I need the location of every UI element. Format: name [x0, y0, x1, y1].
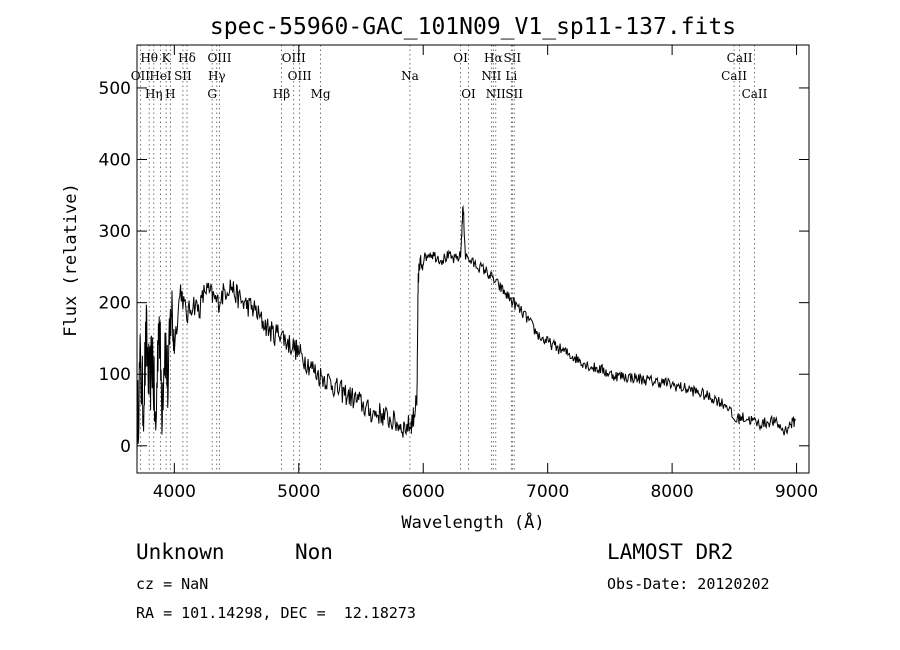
spectral-line-label: OI	[453, 51, 468, 65]
spectral-line-label: OIII	[207, 51, 231, 65]
spectral-line-label: OI	[461, 87, 476, 101]
x-tick-label: 4000	[153, 482, 196, 502]
spectral-line-label: H	[165, 87, 175, 101]
spectral-line-label: Na	[401, 69, 419, 83]
y-tick-label: 100	[99, 365, 131, 385]
spectral-line-label: CaII	[727, 51, 753, 65]
y-axis-label: Flux (relative)	[61, 183, 81, 337]
y-tick-label: 400	[99, 151, 131, 171]
x-tick-label: 7000	[526, 482, 569, 502]
spectral-line-label: HeI	[149, 69, 172, 83]
chart-title: spec-55960-GAC_101N09_V1_sp11-137.fits	[210, 14, 736, 40]
spectral-line-label: NII	[486, 87, 506, 101]
axes: 4000 5000 6000 7000 8000 9000 0 100 200 300 400 500	[99, 45, 818, 502]
spectral-line-label: SII	[174, 69, 192, 83]
x-tick-label: 6000	[402, 482, 445, 502]
y-tick-label: 500	[99, 79, 131, 99]
spectral-line-label: CaII	[742, 87, 768, 101]
spectral-line-label: OIII	[282, 51, 306, 65]
spectral-line-label: Hγ	[208, 69, 226, 83]
y-tick-label: 200	[99, 294, 131, 314]
y-tick-label: 0	[120, 437, 131, 457]
spectral-line-label: CaII	[721, 69, 747, 83]
spectral-line-label: G	[207, 87, 217, 101]
spectral-line-label: SII	[505, 87, 523, 101]
spectral-line-label: Mg	[311, 87, 331, 101]
spectral-line-label: Hη	[145, 87, 163, 101]
coordinates-readout: RA = 101.14298, DEC = 12.18273	[136, 604, 416, 622]
object-class: Unknown	[136, 540, 225, 564]
spectral-line-label: OIII	[288, 69, 312, 83]
spectral-line-label: Li	[505, 69, 517, 83]
spectrum-line	[136, 205, 796, 464]
object-subclass: Non	[295, 540, 333, 564]
spectral-line-label: OII	[131, 69, 151, 83]
spectral-line-label: Hβ	[273, 87, 290, 101]
x-tick-label: 9000	[775, 482, 818, 502]
x-axis-label: Wavelength (Å)	[401, 511, 544, 533]
survey-name: LAMOST DR2	[607, 540, 734, 564]
plot-frame	[136, 44, 810, 474]
spectral-line-label: NII	[481, 69, 501, 83]
spectral-line-label: K	[162, 51, 172, 65]
spectral-line-label: SII	[503, 51, 521, 65]
y-tick-label: 300	[99, 222, 131, 242]
x-tick-label: 5000	[277, 482, 320, 502]
obs-date: Obs-Date: 20120202	[607, 575, 770, 593]
spectral-line-label: Hθ	[140, 51, 158, 65]
redshift-readout: cz = NaN	[136, 575, 209, 593]
spectral-line-label: Hδ	[178, 51, 196, 65]
x-tick-label: 8000	[650, 482, 693, 502]
spectral-line-label: Hα	[484, 51, 503, 65]
